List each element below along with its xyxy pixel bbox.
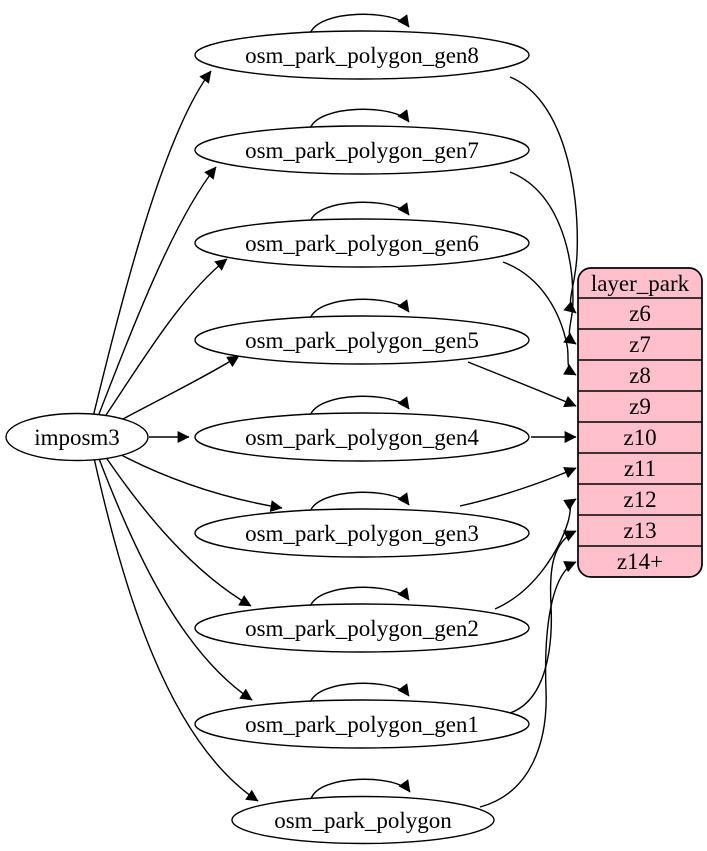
edge-imposm3-to-gen1: [97, 455, 253, 701]
edge-imposm3-to-gen8: [92, 70, 212, 418]
row-z14: z14+: [617, 549, 663, 574]
self-loop-gen5: [309, 298, 410, 320]
gen1-label: osm_park_polygon_gen1: [245, 712, 479, 737]
row-z7: z7: [629, 332, 651, 357]
self-loop-gen3: [309, 491, 410, 513]
row-z11: z11: [624, 456, 656, 481]
self-loop-gen8: [309, 13, 410, 35]
self-loop-gen7: [309, 108, 410, 130]
node-imposm3: imposm3: [5, 412, 149, 462]
edge-imposm3-to-gen5: [109, 355, 240, 427]
gen6-ellipse: [194, 218, 530, 268]
edge-imposm3-to-polygon: [93, 457, 259, 802]
row-z10: z10: [623, 425, 656, 450]
edge-imposm3-to-gen3: [109, 448, 283, 513]
imposm3-ellipse: [5, 412, 149, 462]
edge-imposm3-to-gen7: [96, 166, 217, 420]
gen2-ellipse: [194, 603, 530, 653]
polygon-ellipse: [231, 795, 495, 845]
node-gen3: osm_park_polygon_gen3: [194, 508, 530, 558]
gen7-label: osm_park_polygon_gen7: [245, 138, 479, 163]
gen5-label: osm_park_polygon_gen5: [245, 328, 479, 353]
row-z13: z13: [623, 518, 656, 543]
layer-park-table: layer_park z6 z7 z8 z9 z10 z11 z12 z13 z…: [577, 267, 703, 578]
edge-gen7-to-z7: [509, 171, 577, 345]
node-gen6: osm_park_polygon_gen6: [194, 218, 530, 268]
self-loop-gen4: [309, 395, 410, 417]
row-z12: z12: [623, 487, 656, 512]
gen8-ellipse: [194, 30, 530, 80]
edge-polygon-to-z14: [479, 561, 577, 808]
gen8-label: osm_park_polygon_gen8: [245, 43, 479, 68]
node-gen7: osm_park_polygon_gen7: [194, 125, 530, 175]
node-gen1: osm_park_polygon_gen1: [194, 699, 530, 749]
edge-gen8-to-z6: [509, 76, 579, 314]
gen4-label: osm_park_polygon_gen4: [245, 425, 479, 450]
gen2-label: osm_park_polygon_gen2: [245, 616, 479, 641]
self-loop-polygon: [310, 778, 411, 800]
row-z9: z9: [629, 394, 651, 419]
self-loop-gen6: [309, 201, 410, 223]
node-gen5: osm_park_polygon_gen5: [194, 315, 530, 365]
node-gen4: osm_park_polygon_gen4: [194, 412, 530, 462]
edge-imposm3-to-gen2: [102, 452, 252, 607]
edge-imposm3-to-gen6: [101, 258, 228, 422]
edge-gen5-to-z9: [467, 361, 577, 408]
gen3-ellipse: [194, 508, 530, 558]
row-z6: z6: [629, 301, 651, 326]
gen6-label: osm_park_polygon_gen6: [245, 231, 479, 256]
gen7-ellipse: [194, 125, 530, 175]
layer-park-title: layer_park: [591, 271, 690, 296]
self-loop-gen2: [309, 586, 410, 608]
node-gen8: osm_park_polygon_gen8: [194, 30, 530, 80]
node-gen2: osm_park_polygon_gen2: [194, 603, 530, 653]
polygon-label: osm_park_polygon: [274, 808, 452, 833]
edge-gen2-to-z12: [494, 498, 577, 610]
edges-to-layer: [459, 76, 579, 808]
edges-from-source: [92, 70, 283, 802]
edge-gen6-to-z8: [502, 261, 577, 376]
gen1-ellipse: [194, 699, 530, 749]
row-z8: z8: [629, 363, 651, 388]
self-loops: [309, 13, 411, 800]
gen3-label: osm_park_polygon_gen3: [245, 521, 479, 546]
node-polygon: osm_park_polygon: [231, 795, 495, 845]
edge-gen3-to-z11: [459, 467, 577, 507]
gen4-ellipse: [194, 412, 530, 462]
imposm3-label: imposm3: [34, 425, 120, 450]
gen5-ellipse: [194, 315, 530, 365]
self-loop-gen1: [309, 682, 410, 704]
